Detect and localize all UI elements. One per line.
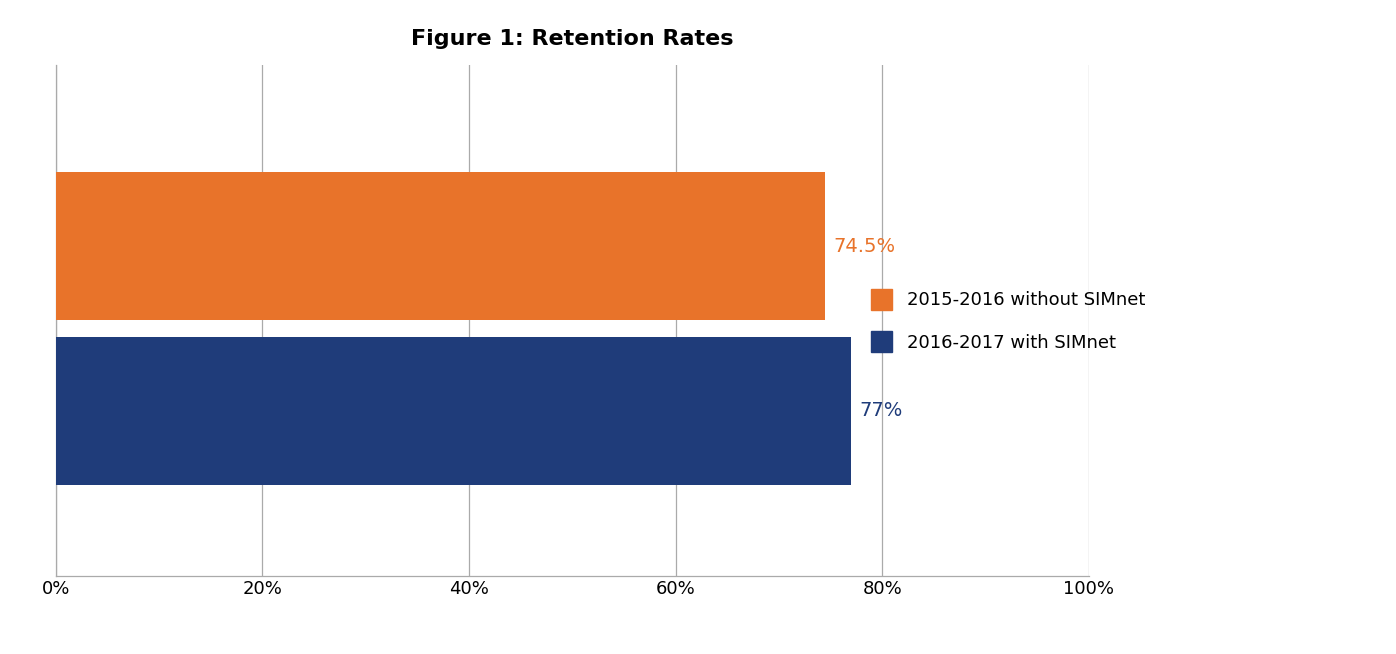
Bar: [56, 173, 825, 320]
Bar: [56, 337, 852, 485]
Legend: 2015-2016 without SIMnet, 2016-2017 with SIMnet: 2015-2016 without SIMnet, 2016-2017 with…: [871, 289, 1145, 352]
Title: Figure 1: Retention Rates: Figure 1: Retention Rates: [410, 29, 734, 48]
Text: 77%: 77%: [860, 402, 903, 421]
Text: 74.5%: 74.5%: [833, 237, 896, 256]
